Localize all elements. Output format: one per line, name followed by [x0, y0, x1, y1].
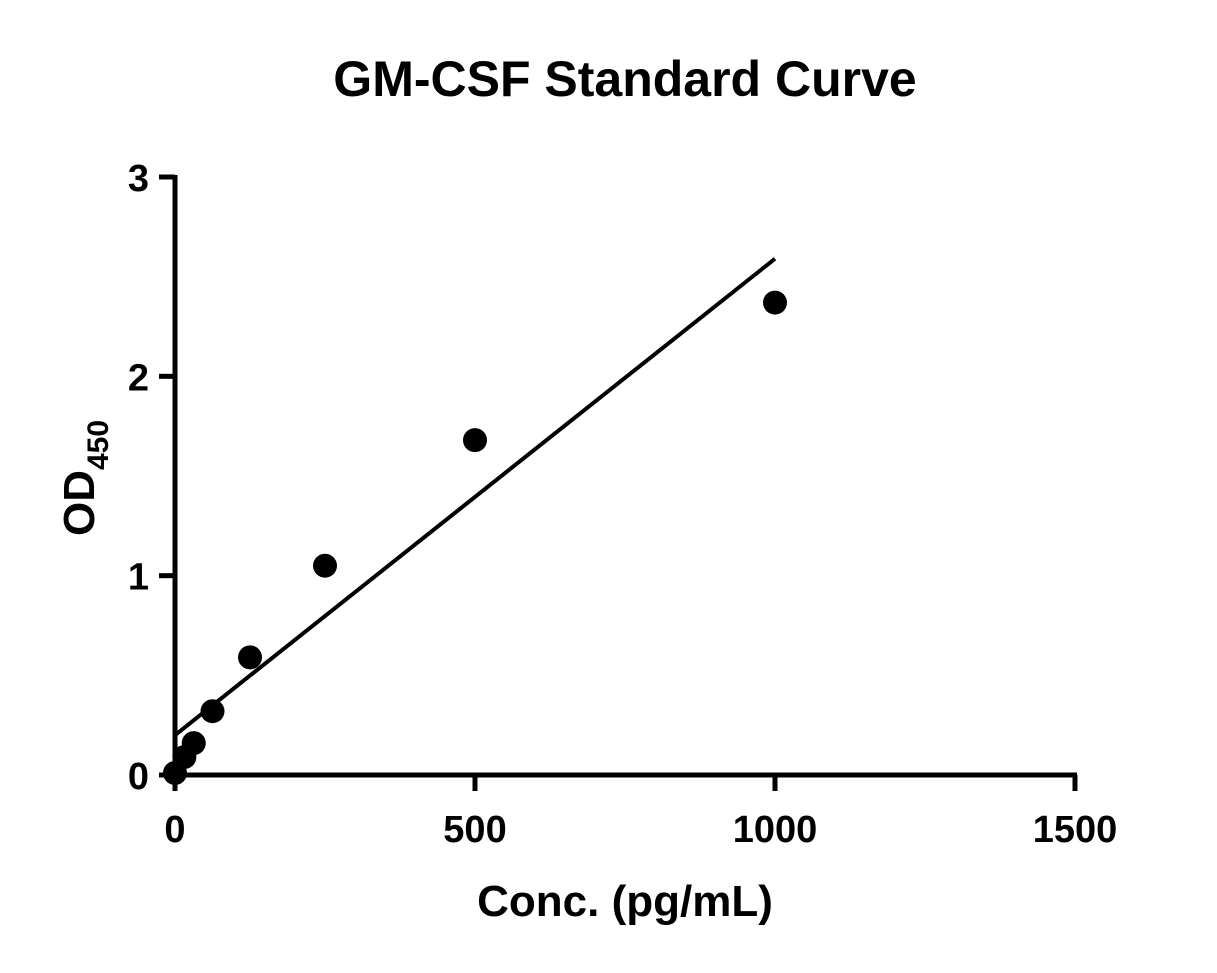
- x-tick-label: 1500: [1033, 809, 1118, 851]
- y-axis-label-subscript: 450: [82, 420, 115, 470]
- data-point: [181, 731, 206, 756]
- data-points: [163, 290, 787, 786]
- data-point: [763, 290, 787, 315]
- x-axis-ticks: 0 500 1000 1500: [164, 775, 1117, 851]
- data-point: [238, 645, 262, 670]
- y-tick-label: 3: [128, 158, 149, 200]
- y-tick-label: 1: [128, 557, 149, 599]
- data-point: [313, 553, 337, 578]
- x-tick-label: 1000: [733, 809, 818, 851]
- y-tick-label: 0: [128, 756, 149, 798]
- y-axis-label-main: OD: [55, 470, 104, 536]
- chart-title: GM-CSF Standard Curve: [333, 51, 916, 107]
- data-point: [200, 699, 225, 724]
- y-axis-ticks: 0 1 2 3: [128, 158, 175, 798]
- fit-line: [173, 257, 777, 737]
- y-axis-label: OD450: [55, 420, 115, 536]
- y-tick-label: 2: [128, 357, 149, 399]
- x-axis-label: Conc. (pg/mL): [477, 877, 773, 926]
- data-point: [463, 428, 487, 453]
- x-tick-label: 500: [443, 809, 506, 851]
- x-tick-label: 0: [164, 809, 185, 851]
- plot-area: 0 1 2 3 0 500 1000 1500: [128, 158, 1117, 851]
